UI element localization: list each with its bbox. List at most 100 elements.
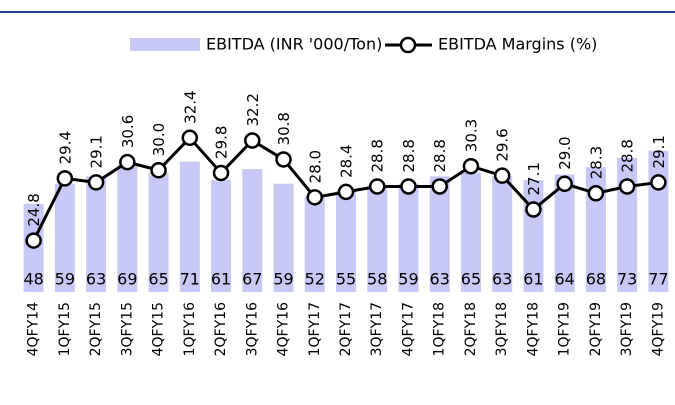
bar-label: 52 — [305, 270, 325, 289]
bar-label: 59 — [273, 270, 293, 289]
line-marker — [556, 175, 573, 193]
bar-label: 65 — [461, 270, 481, 289]
x-tick-label: 1QFY15 — [57, 302, 73, 356]
x-tick-label: 2QFY18 — [463, 302, 479, 356]
bar-label: 59 — [55, 270, 75, 289]
bar — [242, 169, 263, 292]
x-tick-label: 2QFY16 — [213, 302, 229, 356]
line-label: 28.3 — [587, 146, 605, 179]
line-marker — [275, 151, 292, 168]
line-marker — [56, 170, 74, 187]
line-label: 29.1 — [650, 135, 668, 168]
line-marker — [400, 178, 417, 195]
line-label: 28.0 — [306, 150, 324, 183]
line-marker — [87, 174, 105, 191]
bar — [554, 174, 575, 292]
bar — [460, 172, 481, 292]
line-label: 28.8 — [431, 139, 449, 172]
line-label: 28.8 — [400, 139, 418, 172]
x-tick-label: 3QFY16 — [244, 302, 260, 356]
bar-label: 73 — [617, 270, 637, 289]
line-label: 29.4 — [56, 131, 74, 164]
line-label: 28.4 — [338, 144, 356, 177]
bar-label: 61 — [211, 270, 231, 289]
bar — [336, 191, 356, 292]
legend-marker — [399, 36, 417, 54]
bar-label: 63 — [430, 270, 450, 289]
line-marker — [181, 129, 199, 147]
line-marker — [368, 178, 386, 195]
line-label: 28.8 — [619, 139, 637, 172]
bar-label: 55 — [336, 270, 356, 289]
bar-label: 61 — [523, 270, 543, 289]
bar — [148, 172, 169, 292]
line-label: 29.8 — [213, 126, 231, 159]
line-label: 29.1 — [88, 135, 106, 168]
bar-label: 48 — [23, 270, 43, 289]
line-marker — [212, 164, 230, 182]
bar — [492, 176, 513, 292]
line-marker — [618, 178, 636, 195]
bar-label: 67 — [242, 270, 262, 289]
line-marker — [462, 157, 480, 175]
x-tick-label: 4QFY14 — [26, 302, 42, 356]
x-tick-label: 1QFY16 — [182, 302, 198, 356]
x-tick-label: 3QFY15 — [119, 302, 135, 356]
line-marker — [119, 153, 136, 171]
x-tick-label: 4QFY19 — [650, 302, 666, 356]
bar-label: 64 — [554, 270, 574, 289]
bar-label: 63 — [492, 270, 512, 289]
legend-swatch — [130, 38, 200, 51]
x-tick-label: 4QFY17 — [400, 302, 416, 356]
bar — [54, 183, 75, 292]
line-marker — [337, 183, 355, 201]
line-label: 24.8 — [25, 193, 43, 226]
legend-label: EBITDA (INR '000/Ton) — [206, 35, 382, 54]
line-marker — [650, 174, 667, 191]
x-tick-label: 1QFY17 — [307, 302, 323, 356]
line-label: 30.8 — [275, 112, 293, 145]
bar — [429, 176, 450, 292]
line-marker — [587, 185, 605, 202]
x-tick-label: 3QFY19 — [619, 302, 635, 356]
line-label: 32.2 — [244, 93, 262, 126]
line-marker — [525, 201, 542, 218]
line-label: 27.1 — [525, 162, 543, 195]
bar-label: 63 — [86, 270, 106, 289]
bar — [179, 161, 200, 292]
bar-label: 65 — [148, 270, 168, 289]
line-label: 28.8 — [369, 139, 387, 172]
x-tick-label: 2QFY19 — [588, 302, 604, 356]
bar-label: 59 — [398, 270, 418, 289]
x-tick-label: 4QFY18 — [525, 302, 541, 356]
bar — [398, 183, 419, 292]
x-tick-label: 1QFY18 — [432, 302, 448, 356]
x-tick-label: 4QFY16 — [276, 302, 292, 356]
line-marker — [150, 162, 167, 179]
line-label: 29.0 — [556, 136, 574, 169]
x-tick-label: 3QFY18 — [494, 302, 510, 356]
bar-label: 69 — [117, 270, 137, 289]
line-label: 30.0 — [150, 123, 168, 156]
x-tick-label: 1QFY19 — [557, 302, 573, 356]
bar-label: 68 — [586, 270, 606, 289]
line-label: 30.6 — [119, 115, 137, 148]
bar — [273, 183, 294, 292]
bar — [304, 196, 325, 292]
bar-label: 58 — [367, 270, 387, 289]
bar — [86, 176, 107, 292]
line-label: 30.3 — [462, 119, 480, 152]
line-marker — [244, 132, 261, 149]
line-label: 32.4 — [181, 90, 199, 123]
bar-label: 71 — [180, 270, 200, 289]
legend-label: EBITDA Margins (%) — [438, 35, 597, 54]
bar-label: 77 — [648, 270, 668, 289]
x-tick-label: 3QFY17 — [369, 302, 385, 356]
line-marker — [25, 232, 42, 249]
bar — [211, 180, 232, 292]
line-marker — [431, 178, 448, 195]
line-marker — [306, 189, 324, 206]
x-tick-label: 4QFY15 — [151, 302, 167, 356]
bar — [367, 185, 388, 292]
